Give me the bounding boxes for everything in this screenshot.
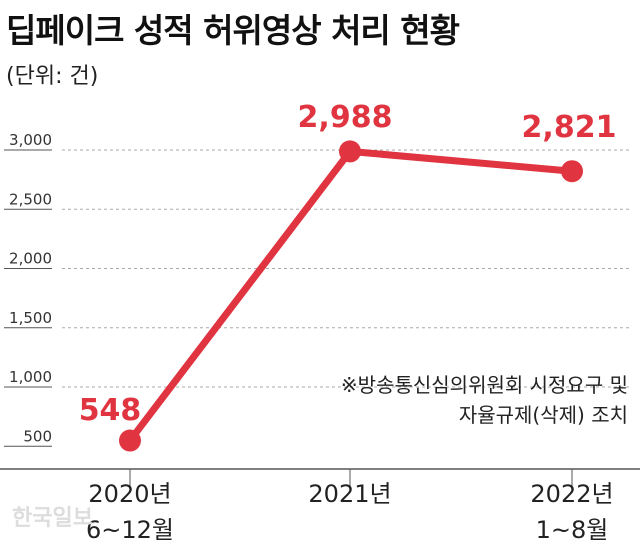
y-tick-label: 1,000 [9, 368, 52, 386]
y-tick-label: 2,500 [9, 190, 52, 208]
data-label: 2,988 [298, 100, 393, 135]
chart-note: 자율규제(삭제) 조치 [459, 403, 628, 427]
watermark: 한국일보 [12, 506, 93, 531]
data-point [339, 140, 361, 163]
data-label: 2,821 [522, 110, 617, 145]
y-tick-label: 3,000 [9, 131, 52, 149]
x-tick-label: 1~8월 [536, 516, 609, 544]
data-label: 548 [79, 393, 142, 428]
series-line [127, 147, 573, 443]
y-tick-label: 2,000 [9, 250, 52, 268]
x-tick-label: 6~12월 [86, 516, 174, 544]
chart-unit: (단위: 건) [6, 64, 99, 89]
chart-title: 딥페이크 성적 허위영상 처리 현황 [6, 11, 460, 50]
chart-note: ※방송통신심의위원회 시정요구 및 [341, 373, 628, 397]
x-tick-label: 2022년 [530, 480, 613, 508]
data-point [561, 160, 583, 183]
x-tick-label: 2020년 [88, 480, 171, 508]
y-tick-label: 500 [23, 427, 52, 445]
data-point [119, 429, 141, 452]
y-tick-label: 1,500 [9, 309, 52, 327]
x-tick-label: 2021년 [308, 480, 391, 508]
